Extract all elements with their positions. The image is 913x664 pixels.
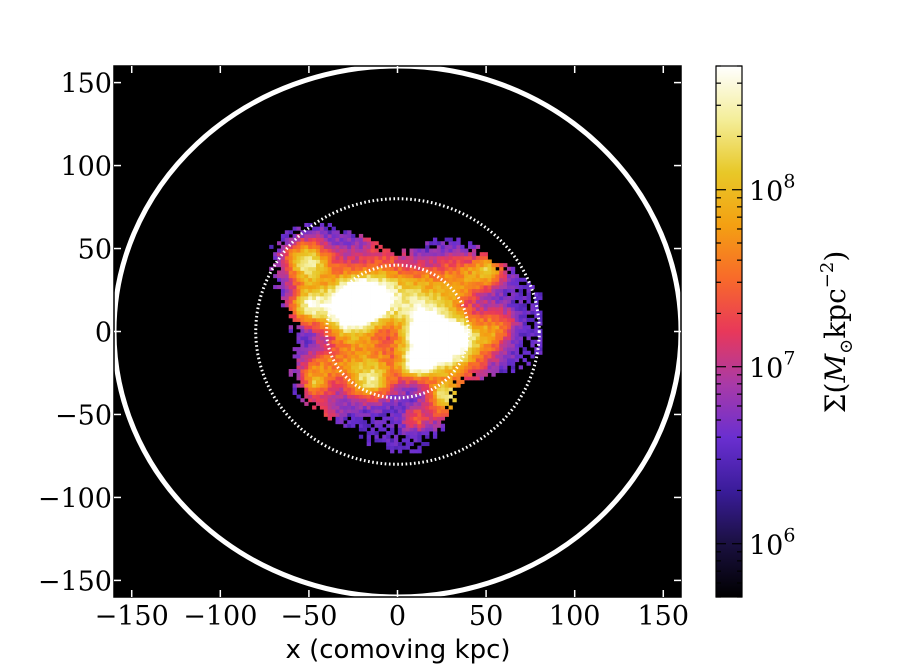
axis-ticks: [114, 66, 681, 597]
x-axis-title: x (comoving kpc): [285, 635, 510, 664]
y-tick-labels: −150 −100 −50 0 50 100 150: [38, 69, 112, 598]
x-tick-label: 150: [638, 601, 690, 632]
x-tick-label: −50: [280, 601, 337, 632]
colorbar-tick-label: 107: [749, 348, 795, 385]
y-tick-label: −50: [55, 400, 112, 431]
colorbar-frame: [715, 65, 743, 598]
aperture-circles: [114, 66, 681, 597]
colorbar-tick-label: 106: [749, 525, 795, 562]
x-tick-label: −150: [95, 601, 169, 632]
colorbar-title-text: Σ(M⊙kpc−2): [817, 251, 857, 414]
middle-circle: [254, 197, 541, 466]
density-map: [269, 222, 543, 454]
y-tick-label: −150: [38, 566, 112, 597]
colorbar-tick-label: 108: [749, 171, 795, 208]
x-tick-label: −100: [183, 601, 257, 632]
y-tick-label: 50: [78, 235, 112, 266]
x-tick-label: 100: [549, 601, 601, 632]
y-tick-label: 100: [60, 152, 112, 183]
inner-circle: [325, 263, 470, 400]
y-tick-label: 0: [95, 318, 112, 349]
colorbar-title: Σ(M⊙kpc−2): [817, 251, 857, 414]
x-tick-label: 50: [469, 601, 503, 632]
colorbar-ticks: 106 107 108: [716, 65, 795, 598]
y-tick-label: −100: [38, 483, 112, 514]
colorbar: [716, 66, 742, 597]
y-tick-label: 150: [60, 69, 112, 100]
x-tick-labels: −150 −100 −50 0 50 100 150: [95, 601, 689, 632]
x-tick-label: 0: [389, 601, 406, 632]
